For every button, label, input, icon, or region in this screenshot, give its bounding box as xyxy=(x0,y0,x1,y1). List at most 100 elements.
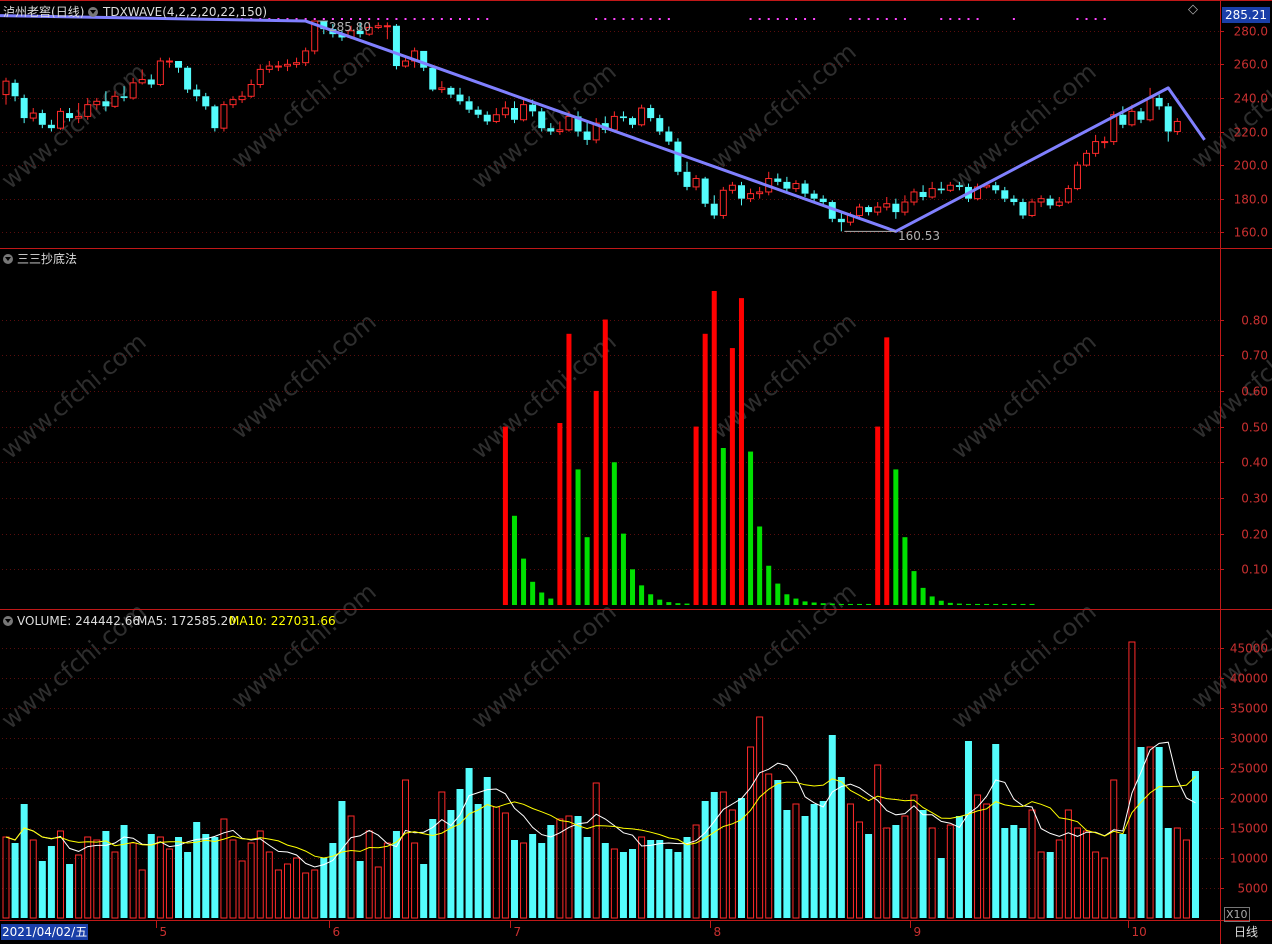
candle xyxy=(883,196,891,211)
signal-collapse-icon[interactable] xyxy=(3,254,13,264)
candle-body xyxy=(619,116,627,119)
volume-bar-down xyxy=(937,858,945,918)
signal-tick-label: 0.50 xyxy=(1241,421,1268,435)
watermark-group: www.cfchi.com www.cfchi.com www.cfchi.com w… xyxy=(0,37,1272,734)
watermark-text: www.cfchi.com xyxy=(946,327,1102,464)
watermark-text: www.cfchi.com xyxy=(706,577,862,714)
candle xyxy=(1064,185,1072,204)
volume-tick-label: 35000 xyxy=(1230,702,1268,716)
candle-body xyxy=(1164,106,1172,132)
period-tab[interactable]: 日线 xyxy=(1234,925,1259,939)
signal-tick-label: 0.20 xyxy=(1241,528,1268,542)
candle xyxy=(1146,87,1154,122)
candle xyxy=(193,84,201,102)
volume-bar-up xyxy=(856,821,864,919)
diamond-icon[interactable]: ◇ xyxy=(1188,2,1198,17)
candle xyxy=(120,86,128,102)
volume-bar-up xyxy=(638,836,646,919)
signal-bar-green xyxy=(811,602,817,605)
volume-bar-up xyxy=(1064,809,1072,919)
candle xyxy=(592,118,600,144)
candle-body xyxy=(892,203,900,213)
candle xyxy=(783,176,791,192)
volume-bar-up xyxy=(129,842,137,919)
candle xyxy=(656,114,664,135)
candle xyxy=(438,81,446,93)
candle-body xyxy=(556,129,564,133)
candle-body xyxy=(247,84,255,97)
dot-mark xyxy=(804,18,807,20)
candle-body xyxy=(438,87,446,91)
candle-body xyxy=(29,112,37,119)
volume-bar-up xyxy=(1028,809,1036,919)
dot-mark xyxy=(1012,18,1015,20)
indicator-collapse-icon[interactable] xyxy=(88,7,98,17)
candle-body xyxy=(156,60,164,86)
signal-tick-label: 0.10 xyxy=(1241,563,1268,577)
candle xyxy=(75,102,83,124)
volume-bar-down xyxy=(710,792,718,918)
candle-body xyxy=(2,80,10,96)
low-price-label: 160.53 xyxy=(898,229,940,243)
period-label: (日线) xyxy=(51,5,85,19)
candle-body xyxy=(38,113,46,125)
candle-body xyxy=(274,65,282,68)
signal-tick-label: 0.40 xyxy=(1241,456,1268,470)
signal-bar-green xyxy=(766,565,772,605)
price-tick-label: 200.0 xyxy=(1234,159,1268,173)
volume-bar-down xyxy=(837,777,845,918)
volume-value: VOLUME: 244442.66 xyxy=(17,614,140,628)
volume-bar-up xyxy=(247,842,255,919)
month-label: 8 xyxy=(714,925,722,939)
volume-bar-up xyxy=(93,839,101,919)
candle-body xyxy=(737,185,745,199)
ma10-line xyxy=(5,776,1196,859)
candle xyxy=(111,91,119,109)
candle xyxy=(11,79,19,102)
volume-bar-up xyxy=(138,869,146,919)
volume-bar-down xyxy=(320,858,328,918)
signal-bar-green xyxy=(521,558,527,605)
candle-body xyxy=(1146,97,1154,121)
volume-bar-up xyxy=(402,779,410,919)
volume-bar-down xyxy=(647,840,655,918)
signal-bar-green xyxy=(1020,603,1026,605)
volume-bar-up xyxy=(846,803,854,919)
dot-mark xyxy=(867,18,870,20)
dot-mark xyxy=(949,18,952,20)
ma5-line xyxy=(5,741,1196,868)
dot-mark xyxy=(350,18,353,20)
volume-collapse-icon[interactable] xyxy=(3,616,13,626)
signal-bar-green xyxy=(902,537,908,605)
candle-body xyxy=(147,79,155,85)
signal-bar-green xyxy=(1011,603,1017,605)
volume-bar-down xyxy=(547,825,555,918)
candle xyxy=(1028,198,1036,218)
signal-bar-green xyxy=(1002,603,1008,605)
candle xyxy=(402,57,410,68)
volume-bar-down xyxy=(184,852,192,918)
candle xyxy=(556,121,564,135)
candle xyxy=(837,212,845,232)
candle xyxy=(66,108,74,122)
candle xyxy=(910,188,918,206)
volume-bar-up xyxy=(556,818,564,919)
candle xyxy=(1155,94,1163,110)
candle-body xyxy=(756,191,764,195)
candle-body xyxy=(701,178,709,204)
signal-bar-green xyxy=(530,581,536,605)
volume-bar-down xyxy=(1001,828,1009,918)
volume-tick-label: 10000 xyxy=(1230,852,1268,866)
candle xyxy=(1001,186,1009,203)
signal-bar-green xyxy=(511,515,517,605)
candle xyxy=(1055,196,1063,208)
candle xyxy=(801,180,809,197)
candle-body xyxy=(1155,97,1163,107)
candle-body xyxy=(202,96,210,107)
candles xyxy=(2,20,1181,232)
dot-mark xyxy=(613,18,616,20)
volume-bar-down xyxy=(801,816,809,918)
volume-bar-up xyxy=(592,782,600,919)
signal-bar-green xyxy=(630,569,636,605)
